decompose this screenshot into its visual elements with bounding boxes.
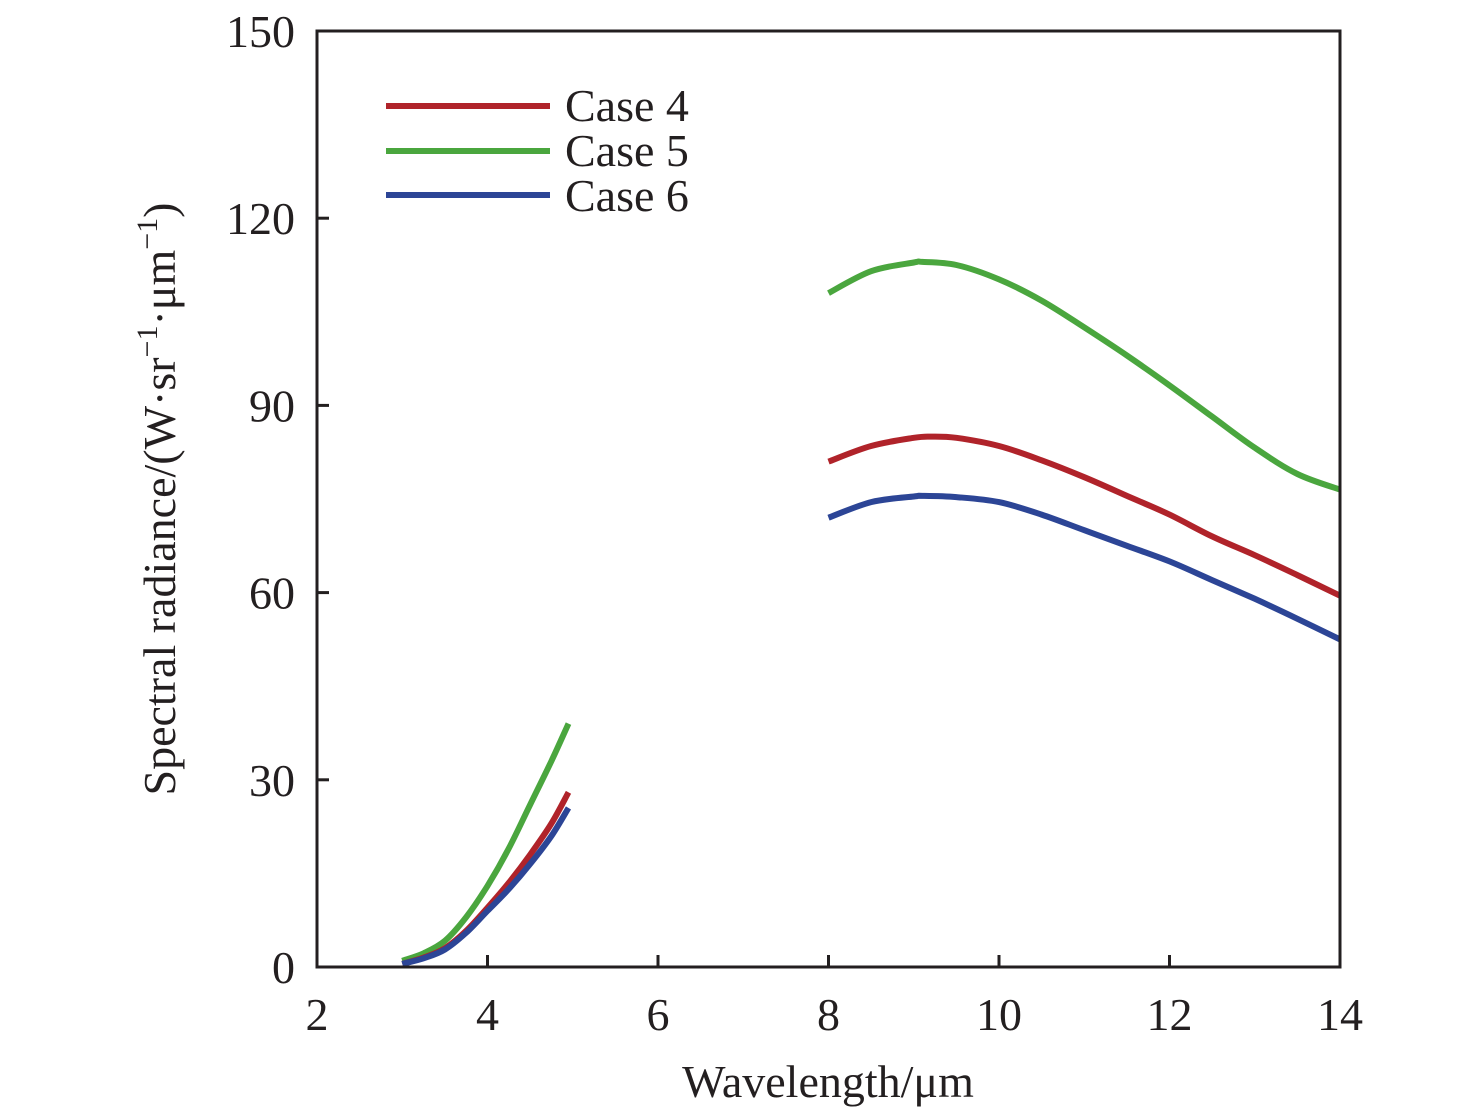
y-axis-title-sup1: −1 bbox=[131, 326, 164, 358]
y-axis-title: Spectral radiance/(W·sr−1·μm−1) bbox=[131, 203, 185, 796]
plot-frame bbox=[315, 29, 1342, 969]
x-tick-label-6: 6 bbox=[647, 989, 670, 1040]
x-axis: 2 4 6 8 10 12 14 bbox=[306, 955, 1363, 1040]
series-line-case-5-segment-1 bbox=[401, 722, 572, 964]
x-tick-label-10: 10 bbox=[976, 989, 1022, 1040]
series-line-case-6-segment-1 bbox=[401, 806, 572, 967]
x-axis-title: Wavelength/μm bbox=[682, 1056, 974, 1107]
y-axis-title-prefix: Spectral radiance/(W·sr bbox=[134, 357, 185, 795]
y-axis-title-mid: ·μm bbox=[134, 250, 185, 326]
legend-label-case-6: Case 6 bbox=[565, 170, 689, 221]
y-tick-label-30: 30 bbox=[249, 755, 295, 806]
x-tick-label-4: 4 bbox=[476, 989, 499, 1040]
x-tick-label-12: 12 bbox=[1147, 989, 1193, 1040]
series-line-case-5-segment-2 bbox=[827, 258, 1342, 493]
y-axis: 0 30 60 90 120 150 bbox=[226, 6, 329, 993]
series-line-case-6-segment-2 bbox=[827, 492, 1342, 643]
legend: Case 4 Case 5 Case 6 bbox=[386, 80, 689, 221]
x-tick-label-8: 8 bbox=[817, 989, 840, 1040]
y-tick-label-120: 120 bbox=[226, 193, 295, 244]
x-tick-label-2: 2 bbox=[306, 989, 329, 1040]
y-axis-title-suffix: ) bbox=[134, 203, 185, 218]
series-line-case-4-segment-1 bbox=[401, 790, 572, 967]
y-tick-label-0: 0 bbox=[272, 942, 295, 993]
y-tick-label-150: 150 bbox=[226, 6, 295, 57]
legend-label-case-4: Case 4 bbox=[565, 80, 689, 131]
series-layer bbox=[401, 258, 1342, 967]
y-tick-label-60: 60 bbox=[249, 568, 295, 619]
legend-label-case-5: Case 5 bbox=[565, 125, 689, 176]
series-line-case-4-segment-2 bbox=[827, 433, 1342, 599]
y-axis-title-sup2: −1 bbox=[131, 218, 164, 250]
x-tick-label-14: 14 bbox=[1317, 989, 1363, 1040]
y-tick-label-90: 90 bbox=[249, 380, 295, 431]
